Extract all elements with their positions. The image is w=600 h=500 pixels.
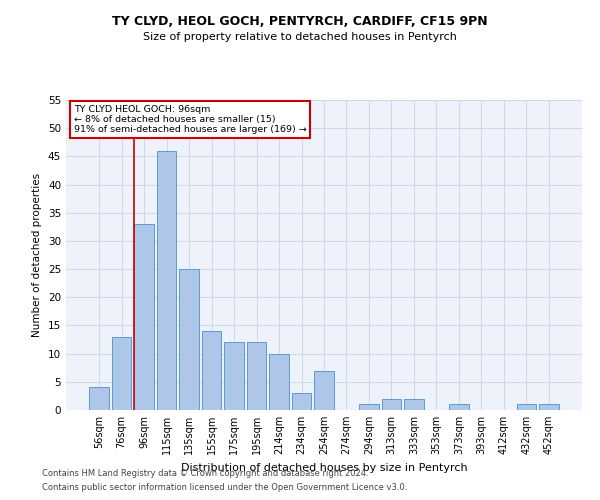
Text: TY CLYD, HEOL GOCH, PENTYRCH, CARDIFF, CF15 9PN: TY CLYD, HEOL GOCH, PENTYRCH, CARDIFF, C… [112,15,488,28]
X-axis label: Distribution of detached houses by size in Pentyrch: Distribution of detached houses by size … [181,462,467,472]
Bar [134,224,154,410]
Bar [247,342,266,410]
Bar [539,404,559,410]
Bar [224,342,244,410]
Y-axis label: Number of detached properties: Number of detached properties [32,173,43,337]
Bar [359,404,379,410]
Bar [202,331,221,410]
Bar [517,404,536,410]
Bar [157,150,176,410]
Bar [292,393,311,410]
Text: Contains public sector information licensed under the Open Government Licence v3: Contains public sector information licen… [42,484,407,492]
Text: TY CLYD HEOL GOCH: 96sqm
← 8% of detached houses are smaller (15)
91% of semi-de: TY CLYD HEOL GOCH: 96sqm ← 8% of detache… [74,104,307,134]
Bar [382,398,401,410]
Bar [269,354,289,410]
Text: Contains HM Land Registry data © Crown copyright and database right 2024.: Contains HM Land Registry data © Crown c… [42,468,368,477]
Text: Size of property relative to detached houses in Pentyrch: Size of property relative to detached ho… [143,32,457,42]
Bar [89,388,109,410]
Bar [112,336,131,410]
Bar [449,404,469,410]
Bar [404,398,424,410]
Bar [179,269,199,410]
Bar [314,370,334,410]
